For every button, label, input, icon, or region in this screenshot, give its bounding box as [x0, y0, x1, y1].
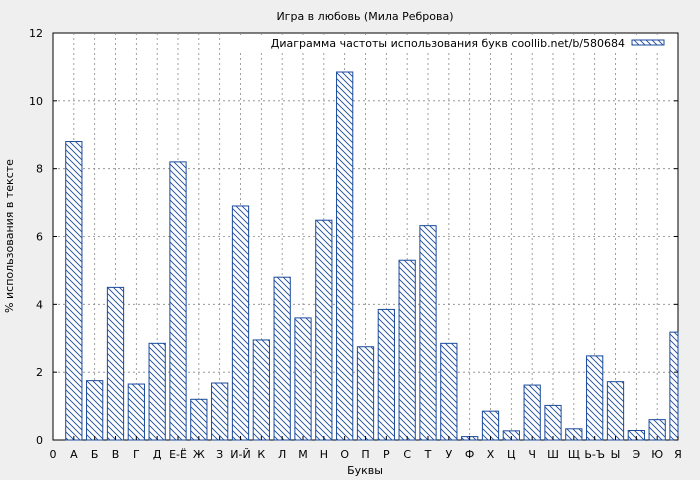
y-tick-label: 2: [36, 366, 43, 379]
bar-10: [252, 339, 270, 441]
x-tick-label: С: [403, 448, 411, 461]
grid-lines: [53, 33, 678, 440]
x-tick-label: Ж: [193, 448, 205, 461]
bars: [65, 71, 679, 441]
bar-17: [398, 259, 416, 441]
bar-6: [169, 161, 187, 441]
x-tick-label: Ш: [547, 448, 559, 461]
y-tick-label: 0: [36, 434, 43, 447]
x-tick-label: 0: [50, 448, 57, 461]
bar-8: [211, 382, 229, 441]
x-tick-label: Щ: [568, 448, 580, 461]
bar-16: [377, 308, 395, 441]
x-tick-label: Л: [278, 448, 286, 461]
x-tick-label: Э: [632, 448, 640, 461]
x-tick-label: Е-Ё: [169, 448, 187, 461]
y-tick-label: 6: [36, 231, 43, 244]
x-tick-label: Ю: [651, 448, 663, 461]
y-tick-label: 12: [29, 27, 43, 40]
bar-3: [106, 286, 125, 441]
x-tick-label: Б: [91, 448, 99, 461]
bar-14: [336, 71, 354, 441]
x-tick-label: Я: [674, 448, 682, 461]
bar-27: [606, 381, 625, 441]
x-tick-label: Д: [153, 448, 162, 461]
bar-30: [669, 331, 679, 441]
bar-13: [315, 219, 333, 441]
bar-24: [544, 404, 562, 441]
x-tick-label: М: [298, 448, 308, 461]
y-axis-label: % использования в тексте: [3, 159, 16, 313]
bar-4: [127, 383, 145, 441]
x-tick-label: Р: [383, 448, 390, 461]
bar-9: [231, 205, 250, 441]
x-tick-label: Н: [320, 448, 328, 461]
x-tick-label: У: [445, 448, 452, 461]
bar-21: [481, 410, 500, 441]
x-tick-label: Г: [133, 448, 140, 461]
bar-18: [419, 225, 437, 441]
x-tick-label: Ф: [465, 448, 474, 461]
x-tick-label: В: [112, 448, 120, 461]
legend-label: Диаграмма частоты использования букв coo…: [271, 37, 625, 50]
x-tick-label: Ы: [611, 448, 621, 461]
bar-23: [523, 384, 541, 441]
bar-2: [86, 380, 104, 441]
bar-7: [190, 398, 208, 441]
bar-15: [356, 346, 375, 441]
x-tick-label: Ч: [528, 448, 536, 461]
y-tick-label: 10: [29, 95, 43, 108]
chart-title: Игра в любовь (Мила Реброва): [276, 10, 453, 23]
x-tick-label: Ц: [507, 448, 516, 461]
legend-swatch: [631, 39, 665, 46]
x-tick-label: И-Й: [230, 448, 250, 461]
bar-19: [440, 342, 458, 441]
x-tick-label: А: [70, 448, 78, 461]
bar-26: [586, 355, 604, 441]
x-tick-label: П: [361, 448, 369, 461]
y-tick-label: 8: [36, 163, 43, 176]
x-tick-label: О: [340, 448, 349, 461]
x-tick-label: З: [216, 448, 223, 461]
x-tick-label: Ь-Ъ: [584, 448, 605, 461]
x-tick-label: К: [257, 448, 265, 461]
x-axis-label: Буквы: [347, 464, 383, 477]
bar-11: [273, 276, 291, 441]
bar-1: [65, 141, 83, 441]
bar-5: [148, 342, 166, 441]
bar-12: [294, 317, 312, 441]
legend: Диаграмма частоты использования букв coo…: [240, 36, 674, 52]
x-tick-label: Т: [424, 448, 432, 461]
y-tick-label: 4: [36, 298, 43, 311]
x-tick-label: Х: [487, 448, 495, 461]
